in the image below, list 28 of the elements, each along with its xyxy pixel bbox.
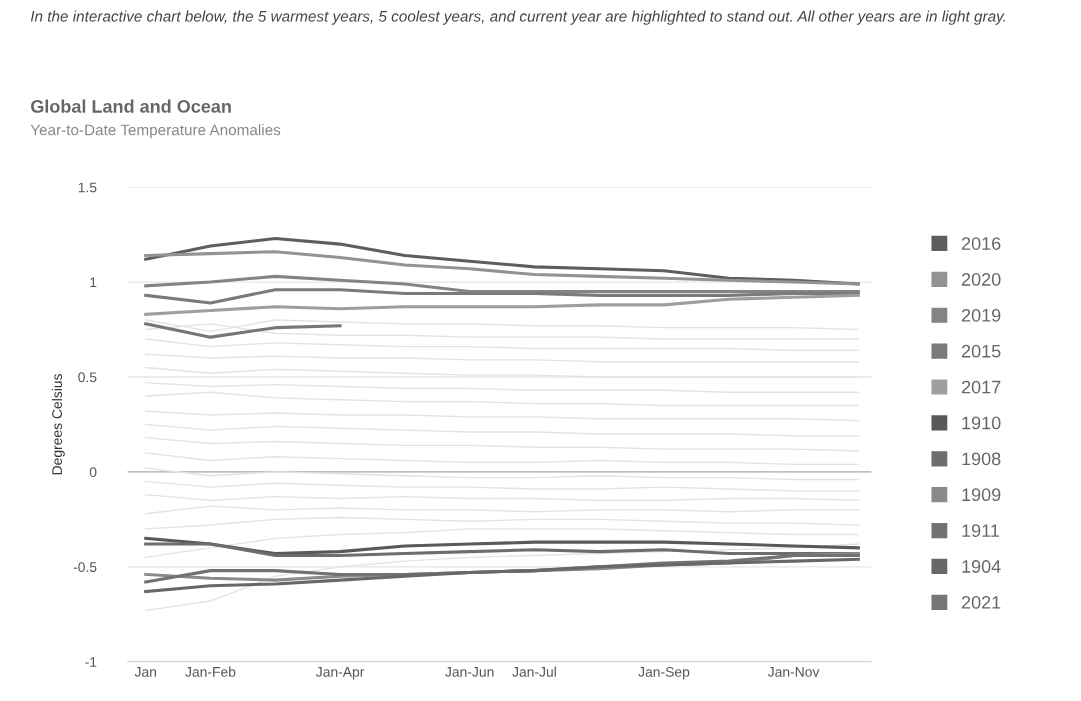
- legend-label: 2019: [961, 308, 1001, 322]
- x-tick-label: Jan-Jul: [512, 666, 556, 677]
- y-tick-label: -1: [85, 657, 97, 667]
- chart-title: Global Land and Ocean: [31, 99, 231, 113]
- legend-label: 2020: [961, 273, 1001, 286]
- chart-subtitle: Year-to-Date Temperature Anomalies: [30, 124, 281, 139]
- legend-label: 2021: [961, 595, 1001, 609]
- x-tick-label: Jan-Sep: [638, 666, 690, 680]
- legend-label: 1908: [962, 452, 1001, 466]
- legend-label: 1904: [962, 560, 1001, 573]
- y-tick-label: 1: [90, 277, 97, 288]
- y-axis-title: Degrees Celsius: [51, 374, 65, 475]
- y-tick-label: -0.5: [73, 562, 97, 572]
- x-tick-label: Jan-Apr: [315, 667, 365, 680]
- y-tick-label: 1.5: [78, 182, 97, 193]
- x-tick-label: Jan: [134, 667, 156, 677]
- x-tick-label: Jan-Jun: [445, 667, 494, 677]
- x-tick-label: Jan-Nov: [767, 667, 820, 677]
- legend-label: 2016: [961, 237, 1001, 250]
- text: In the interactive chart below, the 5 warmest years, 5 coolest years, and current year are highlighted to stand out. All other years are in light gray.: [30, 10, 1005, 25]
- y-tick-label: 0.5: [78, 372, 97, 383]
- legend-label: 1910: [962, 416, 1001, 430]
- legend-label: 1909: [962, 488, 1001, 502]
- x-tick-label: Jan-Feb: [185, 666, 236, 677]
- legend-label: 1911: [962, 524, 999, 538]
- legend-label: 2015: [961, 344, 1001, 358]
- y-tick-label: 0: [89, 467, 97, 478]
- legend-label: 2017: [961, 380, 1001, 394]
